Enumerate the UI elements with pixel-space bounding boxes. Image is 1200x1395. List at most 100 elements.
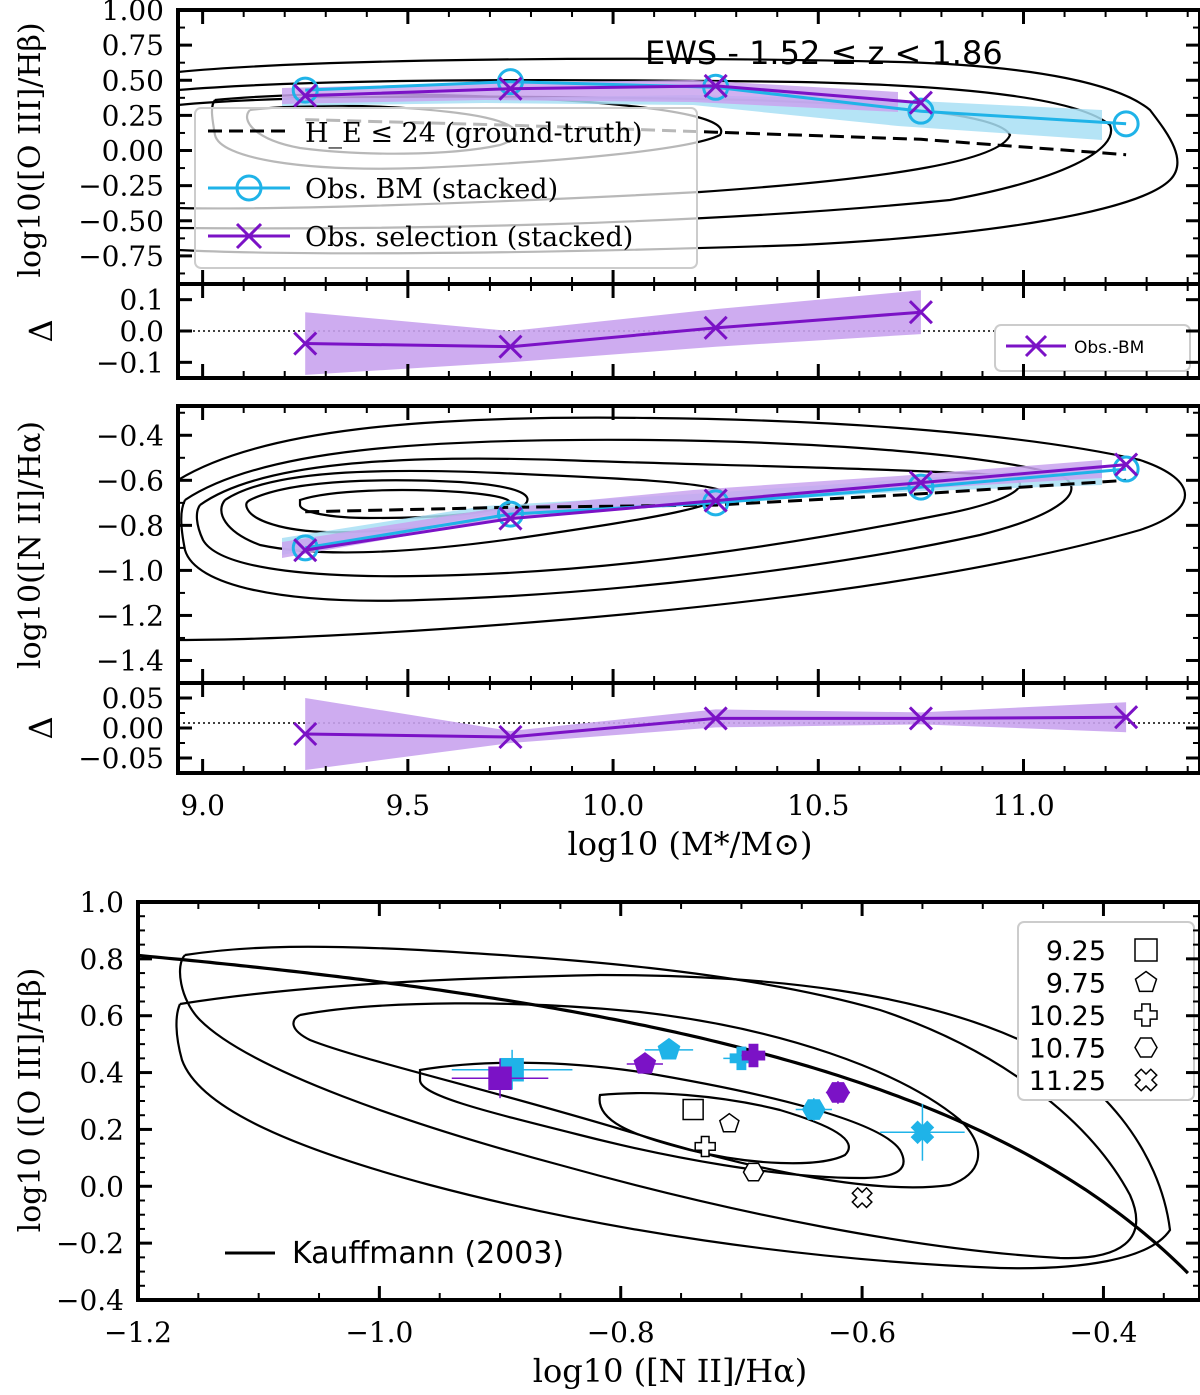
panel-oiii-mass: H_E ≤ 24 (ground-truth) Obs. BM (stacked…: [13, 0, 1200, 286]
y-tick-label: −0.25: [78, 170, 164, 203]
obs-selection-marker: [498, 506, 523, 531]
delta-marker: [908, 706, 933, 731]
obs-bm-marker: [907, 97, 935, 125]
y-tick-label: −0.8: [96, 509, 164, 542]
x-tick-label: −1.0: [345, 1316, 413, 1349]
y-tick-label: −0.4: [56, 1284, 124, 1317]
x-tick-label: −0.4: [1069, 1316, 1137, 1349]
bpt-point-obs-selection: [488, 1066, 512, 1091]
obs-bm-marker: [291, 76, 319, 104]
ground-truth-line: [305, 478, 1127, 514]
y-tick-label: −0.50: [78, 205, 164, 238]
bpt-point-ground-truth-shape: [851, 1186, 873, 1209]
obs-bm-line: [304, 467, 1127, 550]
ylabel-e: log10 ([O III]/Hβ): [13, 968, 48, 1233]
obs-bm-marker: [496, 500, 524, 528]
obs-bm-marker: [1112, 110, 1140, 138]
y-tick-label: 0.1: [119, 284, 164, 317]
contours-c: [178, 416, 1186, 642]
series-a: [291, 68, 1140, 157]
series-b: [293, 290, 933, 375]
contours-e: [175, 945, 1172, 1270]
bpt-point-ground-truth: [851, 1186, 873, 1209]
panel-nii-mass: −0.4 −0.6 −0.8 −1.0 −1.2 −1.4 log10([N II]/Hα…: [13, 404, 1200, 685]
obs-selection-marker: [1114, 452, 1139, 477]
x-tick-label: 11.0: [992, 789, 1054, 822]
bpt-point-obs-bm-shape: [910, 1120, 935, 1145]
y-tick-label: 0.05: [102, 682, 164, 715]
bpt-point-ground-truth: [718, 1112, 740, 1133]
x-ticks-e: −1.2 −1.0 −0.8 −0.6 −0.4: [104, 902, 1165, 1349]
y-tick-label: −1.4: [96, 644, 164, 677]
legend-e-marker: [1134, 970, 1158, 993]
xlabel-d: log10 (M*/M⊙): [568, 825, 813, 863]
ylabel-a: log10([O III]/Hβ): [13, 22, 48, 277]
delta-line: [305, 310, 922, 349]
delta-marker: [1114, 705, 1139, 730]
bpt-point-obs-selection: [633, 1052, 657, 1074]
y-ticks-d: 0.050.00−0.05: [78, 682, 1200, 775]
panel-delta-1: Obs.-BM 0.10.0−0.1 Δ: [22, 282, 1200, 380]
delta-marker: [498, 724, 523, 750]
delta-marker: [703, 315, 728, 340]
kauffmann-legend: Kauffmann (2003): [225, 1236, 564, 1271]
x-tick-label: −0.8: [587, 1316, 655, 1349]
obs-selection-marker: [908, 90, 933, 115]
obs-selection-marker: [908, 470, 933, 495]
bpt-point-ground-truth: [742, 1162, 765, 1182]
legend-e-marker: [1134, 1068, 1158, 1092]
y-tick-label: −0.1: [96, 346, 164, 379]
delta-band: [305, 698, 1127, 770]
y-tick-label: 0.0: [119, 315, 164, 348]
y-tick-label: −0.2: [56, 1227, 124, 1260]
x-tick-label: 10.0: [582, 789, 644, 822]
bpt-point-obs-selection: [826, 1082, 850, 1103]
ylabel-b: Δ: [22, 319, 60, 342]
y-tick-label: 0.0: [79, 1170, 124, 1203]
y-tick-label: 0.6: [79, 1000, 124, 1033]
legend-e-marker: [1134, 1037, 1158, 1058]
legend-b-label: Obs.-BM: [1074, 338, 1144, 358]
x-ticks-d: 9.0 9.5 10.0 10.5 11.0: [180, 683, 1189, 822]
xlabel-e: log10 ([N II]/Hα): [533, 1352, 808, 1390]
y-tick-label: 0.2: [79, 1113, 124, 1146]
bpt-point-obs-selection: [741, 1043, 766, 1068]
y-tick-label: −0.05: [78, 742, 164, 775]
obs-selection-marker: [703, 488, 728, 513]
legend-e-marker: [1134, 1003, 1158, 1027]
ylabel-c: log10([N II]/Hα): [13, 421, 48, 669]
obs-selection-marker: [498, 76, 523, 101]
x-tick-label: 10.5: [787, 789, 849, 822]
delta-band: [305, 290, 921, 375]
y-tick-label: 0.25: [102, 99, 164, 132]
bpt-point-obs-bm: [801, 1099, 826, 1120]
legend-a: H_E ≤ 24 (ground-truth) Obs. BM (stacked…: [194, 107, 698, 269]
obs-selection-line: [305, 84, 922, 105]
series-d: [293, 698, 1139, 770]
obs-bm-marker: [907, 473, 935, 501]
x-tick-label: −0.6: [828, 1316, 896, 1349]
y-tick-label: 0.00: [102, 712, 164, 745]
bpt-point-ground-truth: [682, 1098, 704, 1121]
y-tick-label: −1.0: [96, 554, 164, 587]
y-tick-label: 1.0: [79, 886, 124, 919]
y-ticks-c: −0.4 −0.6 −0.8 −1.0 −1.2 −1.4: [96, 406, 1200, 684]
y-tick-label: −1.2: [96, 599, 164, 632]
kauffmann-curve: [138, 953, 1190, 1275]
y-tick-label: 0.4: [79, 1057, 124, 1090]
legend-a-label-1: Obs. BM (stacked): [305, 174, 558, 205]
y-tick-label: 0.50: [102, 64, 164, 97]
y-ticks-e: 1.0 0.8 0.6 0.4 0.2 0.0 −0.2 −0.4: [56, 886, 1200, 1317]
delta-marker: [293, 721, 318, 747]
legend-e-label: 9.25: [1046, 936, 1106, 967]
x-tick-label: 9.5: [386, 789, 431, 822]
y-tick-label: 0.8: [79, 943, 124, 976]
delta-marker: [908, 300, 933, 325]
series-c: [291, 452, 1140, 563]
legend-a-label-0: H_E ≤ 24 (ground-truth): [305, 118, 643, 149]
y-ticks-b: 0.10.0−0.1: [96, 284, 1200, 379]
x-tick-label: −1.2: [104, 1316, 172, 1349]
legend-e-label: 11.25: [1029, 1066, 1106, 1097]
